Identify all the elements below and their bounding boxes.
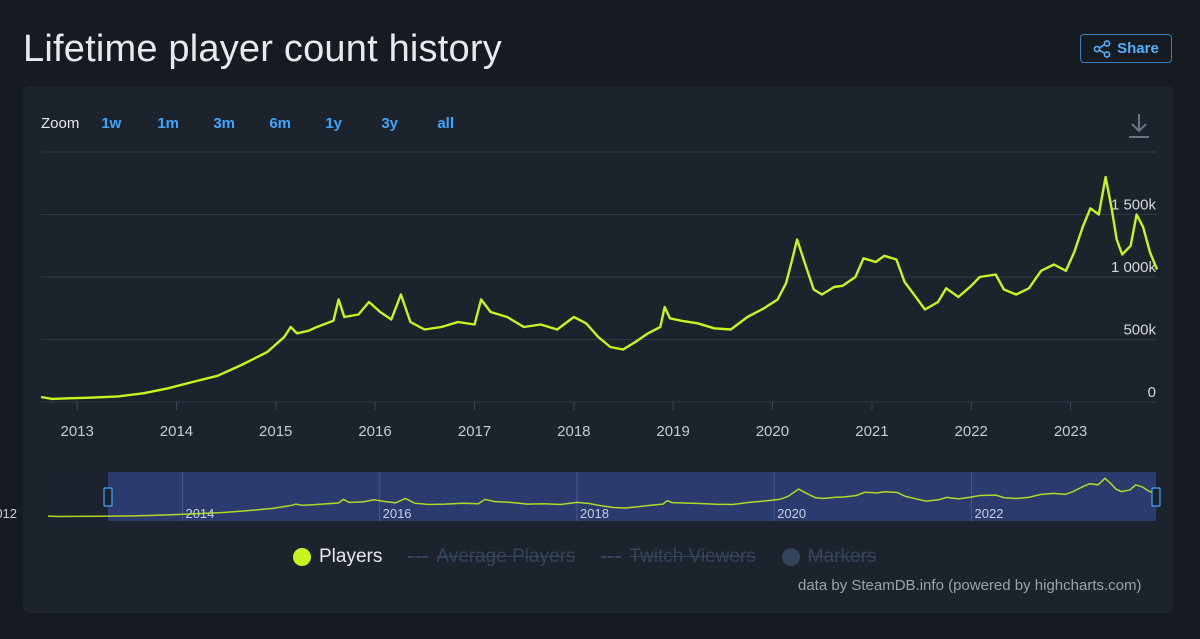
players-dot-icon	[293, 548, 311, 566]
chart-credits[interactable]: data by SteamDB.info (powered by highcha…	[798, 577, 1142, 594]
navigator-tick-label: 2012	[0, 506, 17, 521]
chart-legend: Players Average Players Twitch Viewers M…	[293, 546, 902, 568]
dash-line-icon	[601, 556, 622, 558]
legend-twitch-viewers-label: Twitch Viewers	[629, 546, 756, 567]
markers-dot-icon	[781, 548, 800, 566]
page-title: Lifetime player count history	[23, 28, 502, 70]
zoom-toolbar: Zoom 1w 1m 3m 6m 1y 3y all	[41, 115, 493, 132]
legend-markers-label: Markers	[807, 546, 877, 567]
share-label: Share	[1117, 40, 1159, 57]
chart-panel: Zoom 1w 1m 3m 6m 1y 3y all Players Avera…	[23, 86, 1174, 613]
zoom-6m-button[interactable]: 6m	[269, 115, 292, 132]
legend-average-players-label: Average Players	[436, 546, 576, 567]
zoom-1y-button[interactable]: 1y	[325, 115, 343, 132]
share-button[interactable]: Share	[1080, 34, 1172, 63]
share-icon	[1093, 39, 1111, 58]
legend-players-label: Players	[319, 546, 383, 567]
legend-item-markers[interactable]: Markers	[781, 546, 877, 568]
download-icon[interactable]	[1127, 112, 1151, 140]
zoom-3m-button[interactable]: 3m	[213, 115, 236, 132]
legend-item-players[interactable]: Players	[293, 546, 382, 568]
zoom-1w-button[interactable]: 1w	[101, 115, 122, 132]
legend-item-average-players[interactable]: Average Players	[408, 546, 575, 568]
zoom-label: Zoom	[41, 115, 80, 132]
zoom-3y-button[interactable]: 3y	[381, 115, 399, 132]
zoom-1m-button[interactable]: 1m	[157, 115, 180, 132]
dash-line-icon	[408, 556, 429, 558]
zoom-all-button[interactable]: all	[437, 115, 455, 132]
legend-item-twitch-viewers[interactable]: Twitch Viewers	[601, 546, 756, 568]
